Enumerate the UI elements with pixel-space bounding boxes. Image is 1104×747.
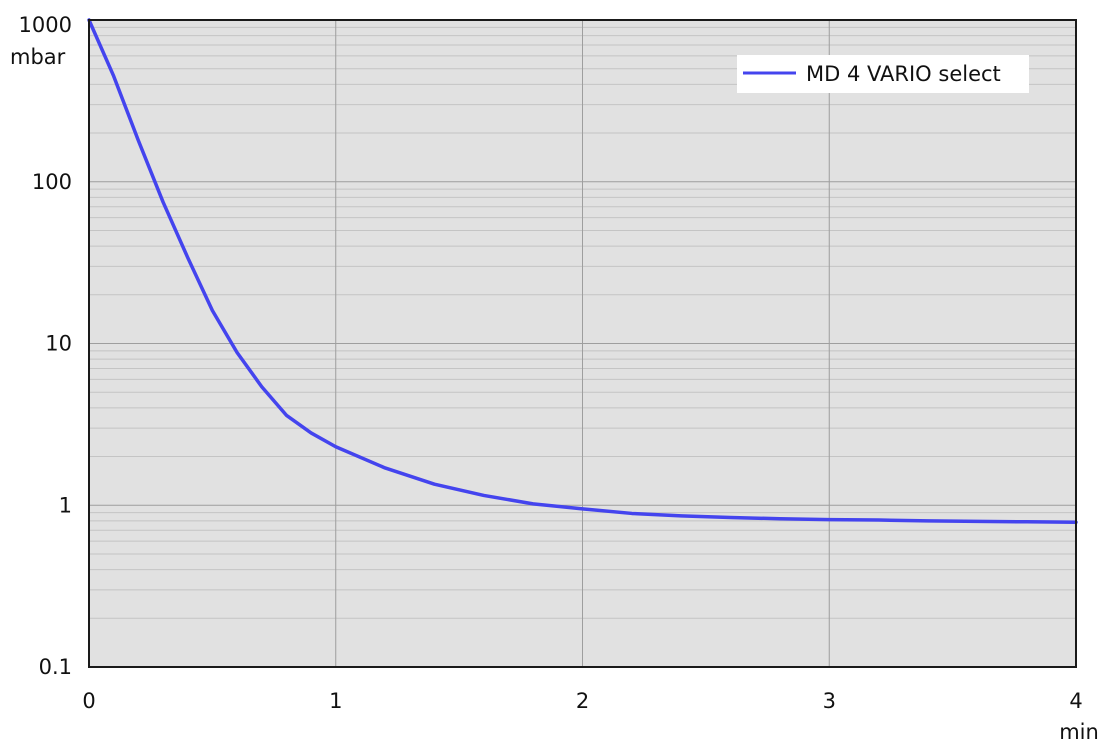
x-tick-label: 1 — [329, 689, 342, 713]
x-tick-label: 0 — [82, 689, 95, 713]
y-tick-label: 100 — [32, 170, 72, 194]
y-tick-label: 10 — [45, 332, 72, 356]
x-tick-label: 2 — [576, 689, 589, 713]
x-tick-labels: 0 1 2 3 4 — [82, 689, 1082, 713]
y-tick-label: 1000 — [19, 13, 72, 37]
y-tick-label: 0.1 — [39, 655, 72, 679]
x-axis-unit-label: min — [1059, 720, 1099, 744]
x-tick-label: 4 — [1069, 689, 1082, 713]
y-tick-label: 1 — [59, 493, 72, 517]
y-axis-unit-label: mbar — [10, 45, 66, 69]
y-tick-labels: 0.1 1 10 100 1000 — [19, 13, 72, 679]
legend-label: MD 4 VARIO select — [806, 62, 1001, 86]
legend: MD 4 VARIO select — [737, 55, 1029, 93]
x-tick-label: 3 — [823, 689, 836, 713]
